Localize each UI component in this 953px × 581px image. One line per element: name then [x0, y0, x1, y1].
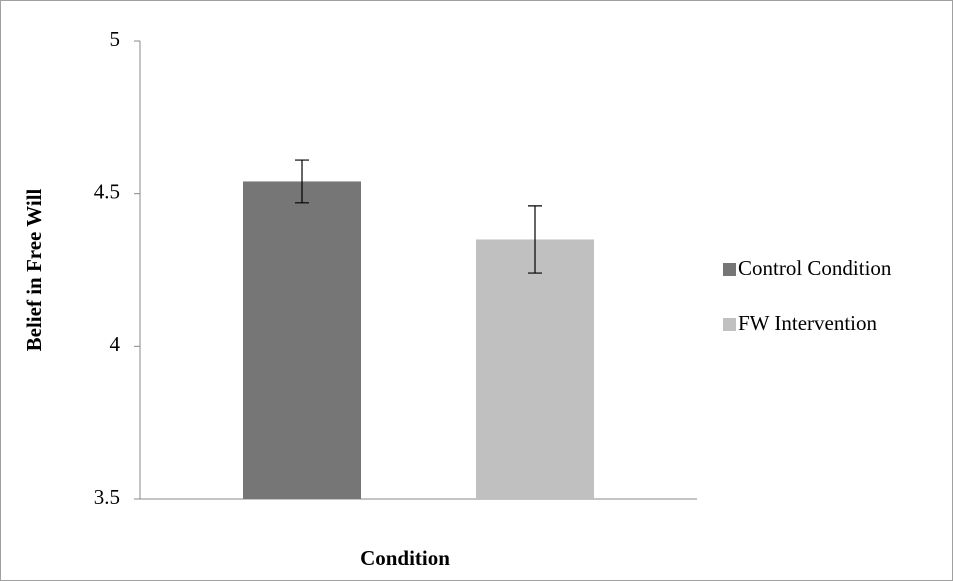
error-bar — [295, 159, 309, 204]
x-axis-title: Condition — [360, 546, 450, 570]
legend-label: FW Intervention — [738, 311, 878, 335]
y-tick-label: 4 — [110, 332, 121, 356]
error-bar — [528, 205, 542, 274]
legend-swatch — [723, 318, 736, 331]
bar — [243, 181, 361, 499]
y-tick-label: 4.5 — [94, 179, 120, 203]
y-tick-label: 5 — [110, 27, 121, 51]
legend-label: Control Condition — [738, 256, 892, 280]
bar — [476, 239, 594, 499]
y-axis-title: Belief in Free Will — [22, 188, 46, 351]
legend-swatch — [723, 263, 736, 276]
y-tick-label: 3.5 — [94, 485, 120, 509]
